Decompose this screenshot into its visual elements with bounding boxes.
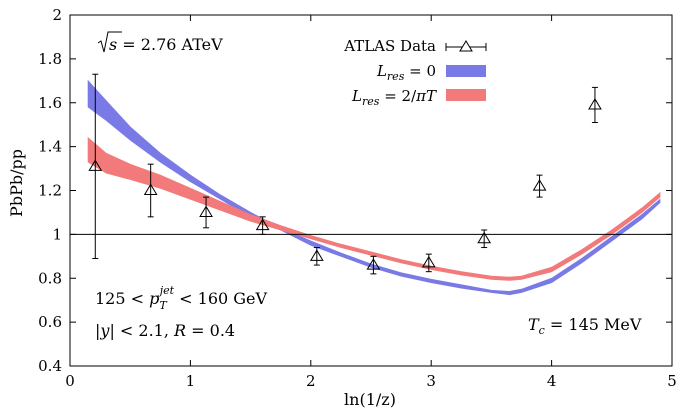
band-series-2 <box>87 136 661 281</box>
triangle-marker <box>588 97 602 110</box>
y-tick-label: 1 <box>52 225 62 243</box>
bands-layer <box>87 79 661 296</box>
data-point <box>532 174 547 198</box>
y-tick-label: 1.6 <box>38 94 62 112</box>
triangle-marker <box>255 218 270 231</box>
x-tick-label: 2 <box>306 372 316 390</box>
x-axis-label: ln(1/z) <box>344 390 396 409</box>
legend-label-atlas: ATLAS Data <box>343 37 436 55</box>
energy-text: s = 2.76 ATeV <box>109 35 223 54</box>
data-point <box>143 163 158 218</box>
annotation-temperature: Tc = 145 MeV <box>528 315 642 337</box>
data-points-layer <box>88 73 602 275</box>
legend-swatch-lres0 <box>446 65 486 77</box>
data-point <box>199 196 213 229</box>
legend: ATLAS Data Lres = 0 Lres = 2/πT <box>343 37 487 108</box>
x-tick-label: 5 <box>667 372 676 390</box>
x-tick-label: 3 <box>426 372 436 390</box>
legend-swatch-atlas <box>445 40 487 52</box>
triangle-marker <box>199 205 213 217</box>
y-tick-label: 0.4 <box>38 357 62 375</box>
axes-frame <box>69 14 673 367</box>
plot-frame <box>69 14 673 367</box>
triangle-marker <box>143 183 158 195</box>
annotation-jet-pt: 125 < pTjet < 160 GeV <box>95 284 268 312</box>
data-point <box>588 86 602 123</box>
ticks-layer: 0 1 2 3 4 5 0.4 0.6 0.8 1 1.2 1.4 1.6 1.8 2 <box>38 6 676 390</box>
sqrt-sign <box>97 31 122 53</box>
data-point <box>309 247 324 266</box>
x-tick-label: 1 <box>186 372 196 390</box>
legend-label-lres0: Lres = 0 <box>376 62 436 83</box>
y-axis-label: PbPb/pp <box>7 149 26 217</box>
data-point <box>88 73 103 260</box>
triangle-marker <box>88 159 103 171</box>
annotation-energy: s = 2.76 ATeV <box>97 31 223 54</box>
data-point <box>366 255 381 275</box>
x-tick-label: 4 <box>547 372 557 390</box>
y-tick-label: 0.8 <box>38 269 62 287</box>
triangle-marker <box>477 231 492 244</box>
legend-swatch-lres2 <box>446 89 486 101</box>
y-tick-label: 1.8 <box>38 50 62 68</box>
triangle-marker <box>309 249 324 261</box>
y-tick-label: 0.6 <box>38 313 62 331</box>
y-tick-label: 1.2 <box>38 182 62 200</box>
triangle-marker <box>532 179 547 191</box>
y-tick-label: 2 <box>52 6 62 24</box>
data-point <box>421 253 436 273</box>
x-tick-label: 0 <box>65 372 75 390</box>
triangle-marker <box>366 258 381 270</box>
data-point <box>255 216 270 235</box>
annotation-rapidity: |y| < 2.1, R = 0.4 <box>95 321 235 340</box>
y-tick-label: 1.4 <box>38 138 62 156</box>
data-point <box>477 229 492 249</box>
legend-label-lres2: Lres = 2/πT <box>351 87 437 108</box>
triangle-marker <box>421 255 436 268</box>
